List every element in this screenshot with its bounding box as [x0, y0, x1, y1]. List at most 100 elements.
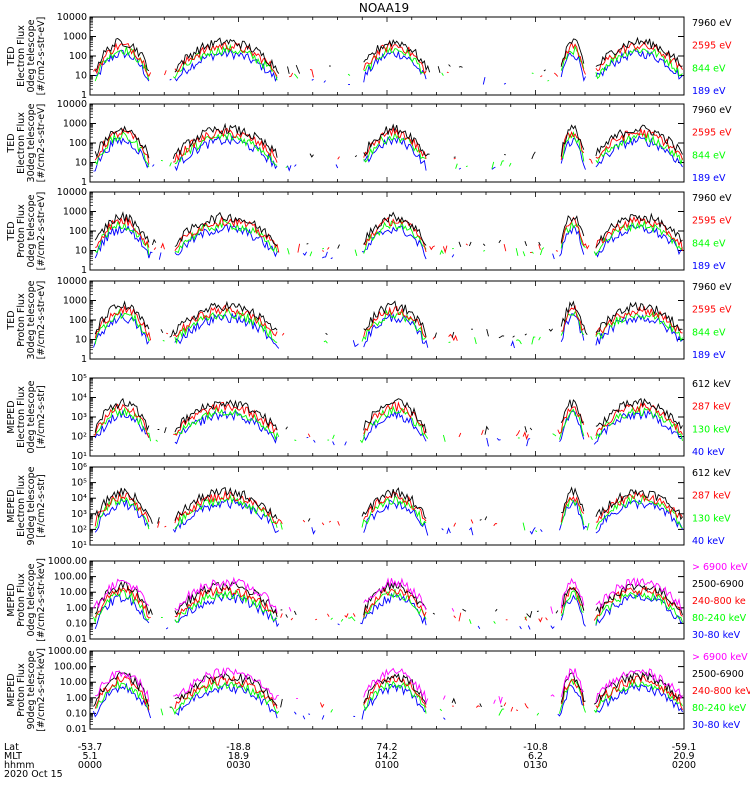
legend-entry: 7960 eV	[692, 18, 732, 29]
legend-entry: 30-80 keV	[692, 720, 741, 731]
legend-entry: 80-240 keV	[692, 613, 747, 624]
legend-entry: 844 eV	[692, 63, 726, 74]
series-trace	[94, 219, 683, 257]
series-trace	[93, 401, 683, 441]
y-tick-label: 1.00	[66, 693, 87, 704]
legend-entry: 612 keV	[692, 468, 731, 479]
legend-entry: 2595 eV	[692, 128, 732, 139]
y-tick-label: 0.01	[66, 724, 87, 735]
y-axis-label-line: [#/cm2-s-str]	[36, 385, 47, 448]
footer-value: 0130	[523, 760, 547, 771]
series-trace	[94, 122, 683, 160]
y-tick-label: 10.00	[60, 587, 87, 598]
y-tick-label: 10⁵	[71, 478, 87, 489]
y-tick-label: 1	[81, 177, 87, 188]
series-trace	[94, 494, 683, 532]
data-traces	[93, 122, 683, 172]
series-trace	[93, 312, 683, 349]
y-tick-label: 1	[81, 90, 87, 101]
y-axis-label-line: Electron Flux	[16, 475, 27, 537]
legend-entry: 240-800 ke	[692, 596, 746, 607]
footer-value: 0200	[672, 760, 696, 771]
panel-frame	[89, 280, 685, 360]
legend-entry: 130 keV	[692, 513, 731, 524]
panel-5: 10¹ 10² 10³ 10⁴ 10⁵ MEPED Electron Flux 0deg te…	[6, 373, 731, 462]
y-tick-label: 10⁴	[71, 393, 87, 404]
y-axis-label-line: Electron Flux	[16, 386, 27, 448]
y-axis-label-line: MEPED	[6, 400, 17, 433]
legend-entry: 240-800 keV	[692, 686, 750, 697]
series-trace	[93, 135, 683, 172]
y-tick-label: 10⁶	[71, 462, 87, 473]
legend-entry: 612 keV	[692, 379, 731, 390]
y-axis-label-line: 0deg telescope	[26, 194, 37, 267]
panel-3: 1 10 100 1000 10000 TED Proton Flux 0deg telesc…	[6, 187, 732, 276]
y-tick-label: 0.10	[66, 618, 87, 629]
panel-8: 0.01 0.10 1.00 10.00 100.00 1000.00 MEPED Proto…	[6, 646, 750, 735]
footer-value: -10.8	[523, 742, 548, 753]
y-tick-label: 10⁴	[71, 493, 87, 504]
date-label: 2020 Oct 15	[4, 769, 63, 780]
legend-entry: 2500-6900	[692, 579, 744, 590]
legend-entry: 2595 eV	[692, 216, 732, 227]
y-tick-label: 10¹	[71, 540, 87, 551]
y-axis-label-line: [#/cm2-s-str-eV]	[36, 17, 47, 96]
legend-entry: 287 keV	[692, 402, 731, 413]
legend-entry: 2595 eV	[692, 305, 732, 316]
y-tick-label: 1000.00	[48, 556, 87, 567]
panel-frame	[89, 16, 685, 96]
legend-entry: 844 eV	[692, 238, 726, 249]
legend-entry: > 6900 keV	[692, 562, 748, 573]
footer-value: 0030	[226, 760, 250, 771]
panel-frame	[89, 560, 685, 640]
series-trace	[95, 215, 683, 254]
y-tick-label: 10	[75, 71, 87, 82]
y-axis-label-line: Proton Flux	[16, 204, 27, 258]
y-axis-label-line: [#/cm2-s-str-eV]	[36, 192, 47, 271]
y-axis-label-line: 0deg telescope	[26, 563, 37, 636]
data-traces	[93, 667, 683, 720]
footer-value: -59.1	[672, 742, 697, 753]
y-tick-label: 100.00	[54, 572, 87, 583]
series-trace	[94, 490, 683, 528]
footer-row-label: Lat	[4, 742, 19, 753]
legend-entry: 7960 eV	[692, 105, 732, 116]
y-axis-label-line: 0deg telescope	[26, 380, 37, 453]
series-trace	[94, 126, 683, 164]
series-trace	[94, 211, 683, 249]
y-tick-label: 10000	[57, 187, 87, 198]
panel-7: 0.01 0.10 1.00 10.00 100.00 1000.00 MEPED Proto…	[6, 556, 748, 645]
data-traces	[90, 486, 683, 536]
y-axis-label-line: [#/cm2-s-str-eV]	[36, 281, 47, 360]
y-tick-label: 10⁵	[71, 373, 87, 384]
data-traces	[93, 300, 683, 349]
y-axis-label-line: TED	[6, 221, 17, 241]
panel-4: 1 10 100 1000 10000 TED Proton Flux 30deg teles…	[6, 276, 732, 365]
y-axis-label-line: [#/cm2-s-str-keV]	[36, 558, 47, 642]
series-trace	[94, 300, 683, 339]
data-traces	[93, 36, 683, 85]
y-tick-label: 1000	[63, 207, 87, 218]
legend-entry: 40 keV	[692, 447, 725, 458]
series-trace	[93, 671, 683, 708]
y-tick-label: 10¹	[71, 451, 87, 462]
series-trace	[95, 678, 683, 716]
series-trace	[90, 486, 683, 524]
footer-value: 14.2	[376, 751, 397, 762]
series-trace	[94, 224, 683, 260]
y-axis-label-line: 30deg telescope	[26, 280, 37, 359]
panel-1: 1 10 100 1000 10000 TED Electron Flux 0deg tele…	[6, 12, 732, 101]
y-tick-label: 1000.00	[48, 646, 87, 657]
y-axis-label-line: 30deg telescope	[26, 103, 37, 182]
legend-entry: 30-80 keV	[692, 630, 741, 641]
footer-value: 6.2	[528, 751, 543, 762]
y-tick-label: 1.00	[66, 603, 87, 614]
y-axis-label-line: Electron Flux	[16, 25, 27, 87]
legend-entry: > 6900 keV	[692, 652, 748, 663]
y-axis-label-line: 90deg telescope	[26, 650, 37, 729]
y-axis-label-line: [#/cm2-s-str-eV]	[36, 104, 47, 183]
legend-entry: 7960 eV	[692, 193, 732, 204]
y-tick-label: 1	[81, 354, 87, 365]
